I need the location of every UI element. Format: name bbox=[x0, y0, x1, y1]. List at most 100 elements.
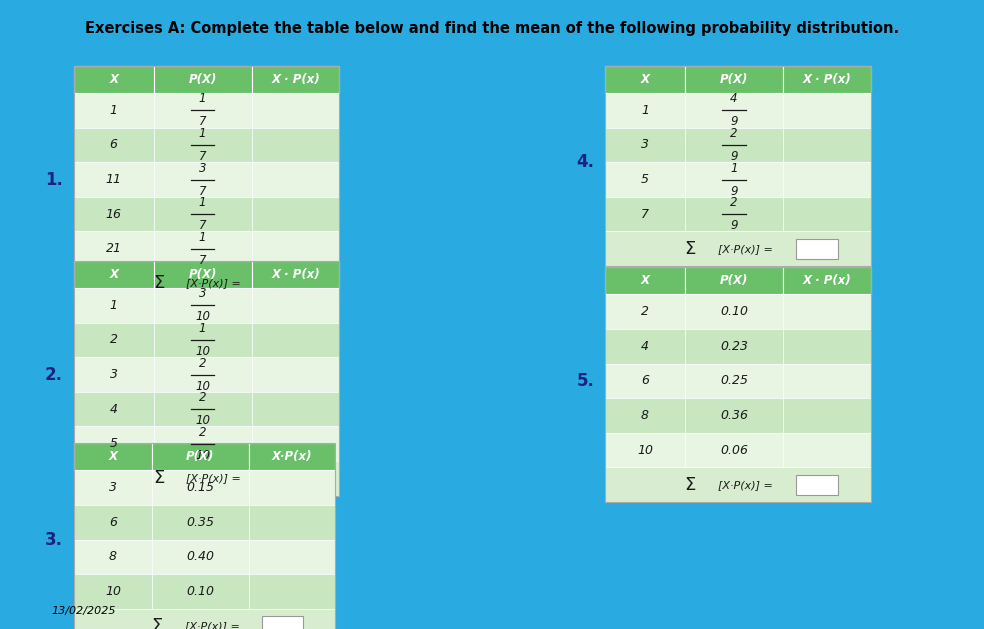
FancyBboxPatch shape bbox=[605, 128, 685, 162]
FancyBboxPatch shape bbox=[265, 273, 306, 293]
Text: 2: 2 bbox=[199, 391, 207, 404]
FancyBboxPatch shape bbox=[152, 574, 249, 609]
FancyBboxPatch shape bbox=[152, 540, 249, 574]
Text: 7: 7 bbox=[199, 150, 207, 163]
FancyBboxPatch shape bbox=[74, 461, 339, 496]
Text: 0.23: 0.23 bbox=[720, 340, 748, 353]
Text: 1: 1 bbox=[199, 92, 207, 106]
Text: 1: 1 bbox=[199, 322, 207, 335]
FancyBboxPatch shape bbox=[783, 433, 871, 467]
Text: X·P(x): X·P(x) bbox=[272, 450, 312, 464]
FancyBboxPatch shape bbox=[685, 329, 783, 364]
Text: 0.35: 0.35 bbox=[186, 516, 215, 529]
Text: 3: 3 bbox=[109, 481, 117, 494]
Text: Exercises A: Complete the table below and find the mean of the following probabi: Exercises A: Complete the table below an… bbox=[85, 21, 899, 36]
FancyBboxPatch shape bbox=[252, 128, 339, 162]
FancyBboxPatch shape bbox=[605, 294, 685, 329]
FancyBboxPatch shape bbox=[154, 357, 252, 392]
Text: X · P(x): X · P(x) bbox=[803, 274, 851, 287]
FancyBboxPatch shape bbox=[605, 329, 685, 364]
Text: X: X bbox=[109, 268, 118, 281]
FancyBboxPatch shape bbox=[685, 364, 783, 398]
FancyBboxPatch shape bbox=[74, 470, 152, 505]
FancyBboxPatch shape bbox=[154, 288, 252, 323]
Text: 10: 10 bbox=[195, 311, 211, 323]
FancyBboxPatch shape bbox=[796, 475, 837, 495]
Text: 1: 1 bbox=[199, 127, 207, 140]
FancyBboxPatch shape bbox=[783, 197, 871, 231]
FancyBboxPatch shape bbox=[685, 398, 783, 433]
Text: 10: 10 bbox=[195, 345, 211, 358]
FancyBboxPatch shape bbox=[605, 398, 685, 433]
FancyBboxPatch shape bbox=[685, 162, 783, 197]
Text: 3: 3 bbox=[199, 287, 207, 301]
Text: 16: 16 bbox=[105, 208, 122, 221]
FancyBboxPatch shape bbox=[783, 162, 871, 197]
Text: 3.: 3. bbox=[45, 531, 63, 548]
FancyBboxPatch shape bbox=[252, 323, 339, 357]
FancyBboxPatch shape bbox=[152, 505, 249, 540]
FancyBboxPatch shape bbox=[74, 93, 154, 128]
Text: 1.: 1. bbox=[45, 170, 63, 189]
FancyBboxPatch shape bbox=[605, 197, 685, 231]
Text: [X·P(x)] =: [X·P(x)] = bbox=[717, 480, 772, 489]
Text: Σ: Σ bbox=[685, 476, 696, 494]
FancyBboxPatch shape bbox=[783, 398, 871, 433]
Text: 8: 8 bbox=[109, 550, 117, 564]
FancyBboxPatch shape bbox=[783, 66, 871, 93]
FancyBboxPatch shape bbox=[74, 323, 154, 357]
Text: [X·P(x)] =: [X·P(x)] = bbox=[185, 621, 240, 629]
Text: 13/02/2025: 13/02/2025 bbox=[51, 606, 116, 616]
FancyBboxPatch shape bbox=[685, 197, 783, 231]
Text: 7: 7 bbox=[199, 219, 207, 232]
Text: X: X bbox=[641, 274, 649, 287]
FancyBboxPatch shape bbox=[154, 128, 252, 162]
FancyBboxPatch shape bbox=[605, 467, 871, 502]
FancyBboxPatch shape bbox=[74, 426, 154, 461]
Text: 1: 1 bbox=[199, 231, 207, 244]
Text: 9: 9 bbox=[730, 150, 738, 163]
FancyBboxPatch shape bbox=[605, 66, 685, 93]
FancyBboxPatch shape bbox=[605, 364, 685, 398]
Text: X: X bbox=[108, 450, 117, 464]
Text: 2: 2 bbox=[641, 305, 649, 318]
Text: 2.: 2. bbox=[45, 365, 63, 384]
Text: 4: 4 bbox=[730, 92, 738, 106]
Text: [X·P(x)] =: [X·P(x)] = bbox=[186, 474, 241, 483]
Text: 10: 10 bbox=[105, 585, 121, 598]
FancyBboxPatch shape bbox=[783, 93, 871, 128]
FancyBboxPatch shape bbox=[252, 197, 339, 231]
Text: 3: 3 bbox=[641, 138, 649, 152]
FancyBboxPatch shape bbox=[783, 364, 871, 398]
Text: 0.15: 0.15 bbox=[186, 481, 215, 494]
FancyBboxPatch shape bbox=[783, 128, 871, 162]
Text: 21: 21 bbox=[105, 242, 122, 255]
FancyBboxPatch shape bbox=[154, 392, 252, 426]
FancyBboxPatch shape bbox=[685, 294, 783, 329]
Text: 4: 4 bbox=[641, 340, 649, 353]
Text: 9: 9 bbox=[730, 219, 738, 232]
Text: 6: 6 bbox=[109, 138, 118, 152]
FancyBboxPatch shape bbox=[154, 162, 252, 197]
FancyBboxPatch shape bbox=[154, 231, 252, 266]
Text: 11: 11 bbox=[105, 173, 122, 186]
FancyBboxPatch shape bbox=[74, 231, 154, 266]
Text: P(X): P(X) bbox=[720, 73, 748, 86]
FancyBboxPatch shape bbox=[605, 162, 685, 197]
FancyBboxPatch shape bbox=[74, 266, 339, 301]
Text: P(X): P(X) bbox=[189, 73, 216, 86]
Text: 7: 7 bbox=[199, 253, 207, 267]
FancyBboxPatch shape bbox=[154, 93, 252, 128]
Text: 0.06: 0.06 bbox=[720, 443, 748, 457]
FancyBboxPatch shape bbox=[154, 426, 252, 461]
Text: 5: 5 bbox=[641, 173, 649, 186]
FancyBboxPatch shape bbox=[74, 540, 152, 574]
Text: 9: 9 bbox=[730, 185, 738, 198]
Text: 1: 1 bbox=[109, 299, 118, 312]
FancyBboxPatch shape bbox=[74, 197, 154, 231]
FancyBboxPatch shape bbox=[605, 93, 685, 128]
Text: Σ: Σ bbox=[154, 274, 164, 292]
FancyBboxPatch shape bbox=[152, 443, 249, 470]
FancyBboxPatch shape bbox=[783, 329, 871, 364]
Text: 0.36: 0.36 bbox=[720, 409, 748, 422]
